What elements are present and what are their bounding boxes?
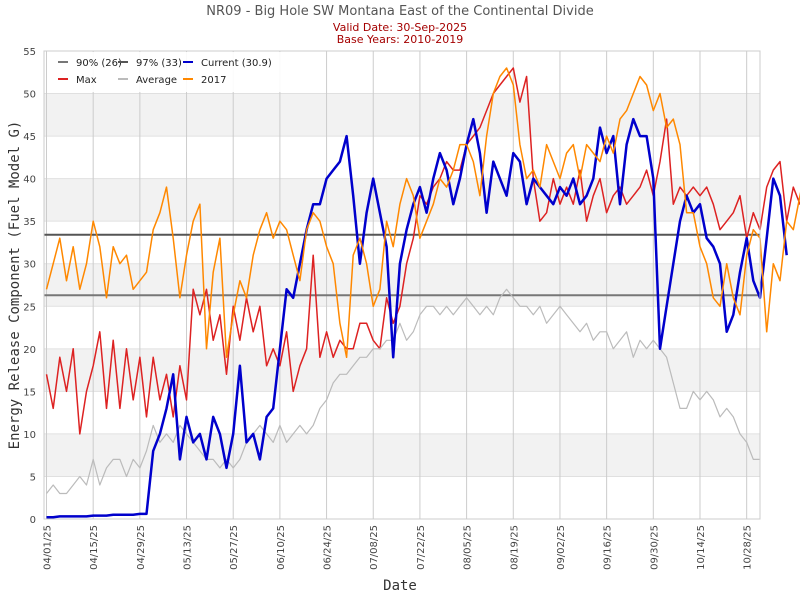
chart-title: NR09 - Big Hole SW Montana East of the C… [206, 4, 593, 19]
y-tick-labels: 0 5 10 15 20 25 30 35 40 45 50 55 [23, 47, 36, 526]
y-tick-label: 55 [23, 47, 36, 58]
x-tick-label: 04/29/25 [136, 525, 147, 570]
y-tick-label: 20 [23, 345, 36, 356]
y-tick-label: 45 [23, 132, 36, 143]
x-tick-label: 04/01/25 [43, 525, 54, 570]
x-tick-label: 06/10/25 [276, 525, 287, 570]
x-tick-label: 04/15/25 [89, 525, 100, 570]
legend-label: 2017 [201, 75, 226, 86]
series-line-average [46, 288, 760, 495]
x-tick-label: 07/08/25 [369, 525, 380, 570]
grid-lines [44, 50, 760, 520]
plot-bands [44, 93, 760, 477]
y-tick-label: 0 [30, 515, 36, 526]
series-line-current-30-9 [46, 117, 788, 519]
plot-frame [43, 50, 761, 520]
legend: 90% (26) 97% (33) Current (30.9) Max Average… [50, 52, 285, 92]
y-tick-label: 25 [23, 302, 36, 313]
x-tick-label: 09/16/25 [603, 525, 614, 570]
x-tick-labels: 04/01/25 04/15/25 04/29/25 05/13/25 05/27/25… [43, 525, 754, 570]
y-tick-label: 30 [23, 260, 36, 271]
plot-band [44, 93, 760, 137]
x-axis-label: Date [383, 578, 417, 594]
x-tick-label: 09/02/25 [556, 525, 567, 570]
y-tick-label: 5 [30, 472, 36, 483]
x-tick-label: 08/19/25 [509, 525, 520, 570]
x-tick-label: 09/30/25 [649, 525, 660, 570]
y-axis-label: Energy Release Component (Fuel Model G) [7, 121, 23, 450]
x-tick-label: 08/05/25 [463, 525, 474, 570]
y-tick-label: 15 [23, 387, 36, 398]
legend-label: Average [136, 75, 177, 86]
series-lines [45, 67, 800, 519]
chart-subtitle-base-years: Base Years: 2010-2019 [337, 33, 463, 46]
series-line-max [45, 67, 800, 435]
y-tick-label: 35 [23, 217, 36, 228]
x-tick-label: 10/14/25 [696, 525, 707, 570]
plot-band [44, 263, 760, 307]
legend-label: Max [76, 75, 97, 86]
legend-box [50, 52, 285, 92]
y-tick-label: 50 [23, 90, 36, 101]
plot-band [44, 433, 760, 477]
y-tick-label: 40 [23, 175, 36, 186]
legend-label: 97% (33) [136, 58, 182, 69]
x-tick-label: 05/13/25 [183, 525, 194, 570]
y-tick-label: 10 [23, 430, 36, 441]
x-tick-label: 07/22/25 [416, 525, 427, 570]
series-line-2017 [45, 67, 800, 359]
legend-label: 90% (26) [76, 58, 122, 69]
x-tick-label: 05/27/25 [229, 525, 240, 570]
x-tick-label: 10/28/25 [743, 525, 754, 570]
legend-label: Current (30.9) [201, 58, 272, 69]
x-tick-label: 06/24/25 [323, 525, 334, 570]
chart-subtitle-valid-date: Valid Date: 30-Sep-2025 [333, 21, 467, 34]
